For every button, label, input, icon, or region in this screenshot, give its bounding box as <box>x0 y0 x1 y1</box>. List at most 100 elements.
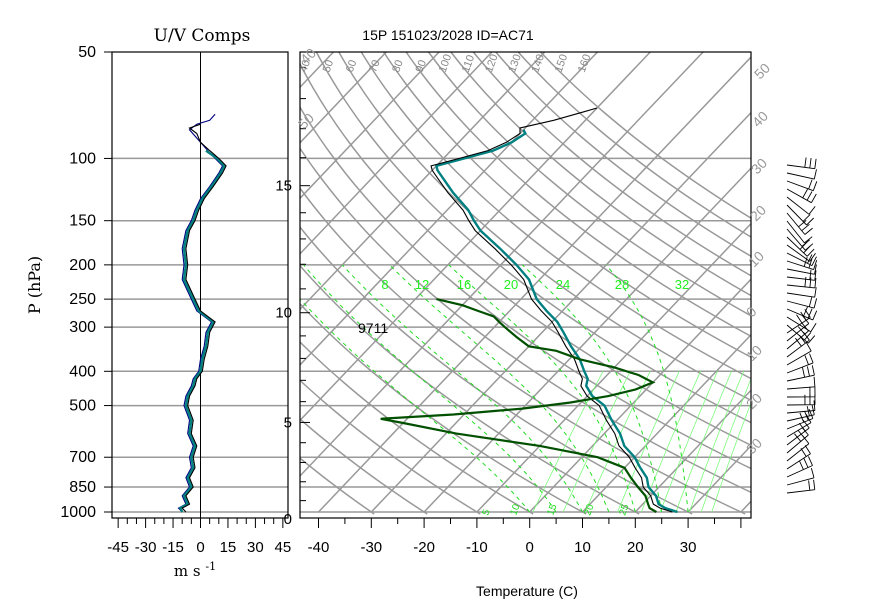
isotherm <box>300 52 651 422</box>
isotherm-label-10: 10 <box>743 342 765 364</box>
uv-xlabel: m s -1 <box>174 560 216 580</box>
wind-barb <box>786 435 810 462</box>
dry-adiabat <box>300 147 751 494</box>
dry-adiabat <box>300 264 640 515</box>
wind-barb <box>786 220 813 244</box>
isotherm-label-50: 50 <box>751 60 773 82</box>
dry-adiabat <box>427 52 751 317</box>
wind-barb <box>786 400 816 414</box>
dry-adiabat <box>338 52 751 402</box>
dry-adiabat <box>300 105 751 470</box>
wind-barb <box>786 264 817 275</box>
skewt-panel-frame <box>299 51 752 519</box>
dry-adiabat-label-40: 40 <box>298 58 313 74</box>
dry-adiabat <box>300 418 428 515</box>
dry-adiabat <box>383 52 751 359</box>
mixing-ratio-line <box>532 371 604 513</box>
isotherm <box>300 52 599 366</box>
uv-title: U/V Comps <box>154 26 251 46</box>
isotherm <box>581 333 751 513</box>
moist-adiabat <box>341 264 583 513</box>
uv-ytick-label-850: 850 <box>69 479 96 496</box>
dry-adiabat <box>360 52 751 380</box>
height-label-0: 0 <box>284 511 292 528</box>
mixing-ratio-label-8: 8 <box>381 277 388 292</box>
mixing-ratio-line <box>711 401 751 513</box>
temp-xtick-label-0: 0 <box>526 539 534 556</box>
wind-barb <box>786 256 818 271</box>
wind-barb <box>786 252 817 267</box>
dry-adiabat <box>472 52 751 277</box>
moist-adiabat-label-10: 10 <box>508 502 522 517</box>
wind-barbs <box>786 157 818 494</box>
mixing-ratio-label-20: 20 <box>504 277 518 292</box>
isotherm-label-20: 20 <box>743 390 765 412</box>
wind-barb <box>786 342 812 366</box>
mixing-ratio-line <box>584 371 651 513</box>
uv-xlabel-exponent: -1 <box>205 560 216 573</box>
moist-adiabat-label-5: 5 <box>480 508 492 517</box>
wind-barb <box>786 244 816 262</box>
moist-adiabat <box>300 298 531 513</box>
uv-xtick-label-45: 45 <box>275 539 292 556</box>
temp-xtick-label--40: -40 <box>308 539 330 556</box>
uv-xtick-label-15: 15 <box>220 539 237 556</box>
station-label: 9711 <box>358 320 388 336</box>
mixing-ratio-line <box>689 371 744 513</box>
uv-ytick-label-400: 400 <box>69 363 96 380</box>
height-label-15: 15 <box>275 178 292 195</box>
dry-adiabat-label-150: 150 <box>553 53 571 74</box>
dry-adiabat <box>540 52 751 220</box>
isotherm <box>794 52 887 512</box>
dry-adiabat-label-70: 70 <box>367 58 382 74</box>
wind-barb <box>786 196 816 215</box>
wind-barb <box>786 405 815 422</box>
isotherm <box>317 56 751 513</box>
wind-barb <box>786 157 817 170</box>
isotherm <box>476 222 751 513</box>
uv-series-2 <box>181 123 227 513</box>
dry-adiabat <box>300 302 587 515</box>
uv-xtick-label--30: -30 <box>135 539 157 556</box>
dry-adiabat <box>405 52 751 338</box>
uv-ytick-label-250: 250 <box>69 291 96 308</box>
isotherm <box>687 444 751 513</box>
uv-ytick-label-200: 200 <box>69 257 96 274</box>
uv-ytick-label-1000: 1000 <box>60 504 96 521</box>
isotherm <box>529 278 751 513</box>
wind-barb <box>786 427 809 454</box>
uv-ytick-label-500: 500 <box>69 398 96 415</box>
mixing-ratio-label-24: 24 <box>556 277 570 292</box>
dry-adiabat <box>450 52 751 297</box>
wind-barb <box>786 324 816 344</box>
moist-adiabat <box>389 264 610 513</box>
wind-barb <box>786 467 815 486</box>
wind-barb <box>786 456 813 478</box>
mixing-ratio-line <box>675 371 732 513</box>
temp-xtick-label-30: 30 <box>680 539 697 556</box>
mixing-ratio-label-32: 32 <box>675 277 689 292</box>
uv-ytick-label-150: 150 <box>69 213 96 230</box>
dry-adiabat <box>300 457 375 515</box>
isotherm-label-30: 30 <box>743 435 765 457</box>
dry-adiabat-label-50: 50 <box>321 58 336 74</box>
height-label-10: 10 <box>275 305 292 322</box>
wind-barb <box>786 306 818 321</box>
mixing-ratio-line <box>562 371 631 513</box>
isotherm <box>300 52 493 255</box>
wind-barb <box>786 236 815 257</box>
uv-xtick-label-30: 30 <box>247 539 264 556</box>
uv-series-1 <box>178 149 226 513</box>
uv-xtick-label--45: -45 <box>107 539 129 556</box>
dry-adiabat-label-130: 130 <box>506 53 524 74</box>
wind-barb <box>786 269 817 281</box>
sounding-title: 15P 151023/2028 ID=AC71 <box>362 27 534 43</box>
mixing-ratio-label-16: 16 <box>457 277 471 292</box>
dry-adiabat-label-140: 140 <box>530 53 548 74</box>
temp-xtick-label--20: -20 <box>413 539 435 556</box>
dry-adiabat <box>315 52 751 424</box>
uv-xtick-label--15: -15 <box>162 539 184 556</box>
uv-ytick-label-100: 100 <box>69 150 96 167</box>
dry-adiabat <box>517 52 751 238</box>
wind-barb <box>786 323 809 350</box>
